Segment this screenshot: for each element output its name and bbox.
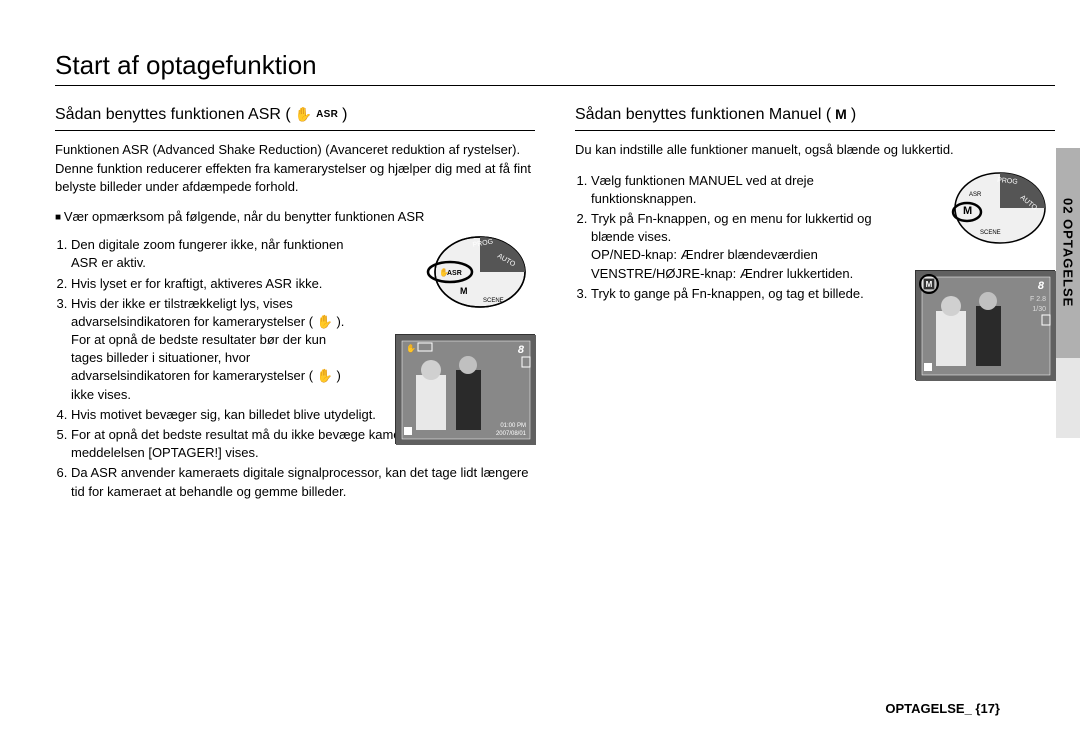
right-heading-text: Sådan benyttes funktionen Manuel ( — [575, 104, 831, 126]
list-item-text: Tryk på Fn-knappen, og en menu for lukke… — [591, 211, 872, 281]
svg-text:M: M — [963, 205, 972, 217]
svg-text:8: 8 — [518, 344, 525, 356]
asr-icon: ASR — [316, 108, 338, 122]
svg-text:M: M — [926, 280, 933, 289]
right-intro: Du kan indstille alle funktioner manuelt… — [575, 141, 1055, 159]
svg-text:8: 8 — [1038, 280, 1045, 292]
svg-text:2007/08/01: 2007/08/01 — [496, 431, 527, 437]
svg-text:SCENE: SCENE — [483, 298, 504, 304]
side-tab: 02 OPTAGELSE — [1056, 148, 1080, 358]
left-body: AUTO PROG ASR ✋ M SCENE — [55, 236, 535, 501]
list-item: Den digitale zoom fungerer ikke, når fun… — [71, 236, 355, 272]
columns: Sådan benyttes funktionen ASR ( ✋ ASR ) … — [55, 104, 1055, 503]
left-intro: Funktionen ASR (Advanced Shake Reduction… — [55, 141, 535, 196]
left-list: Den digitale zoom fungerer ikke, når fun… — [55, 236, 355, 404]
left-heading-text: Sådan benyttes funktionen ASR ( — [55, 104, 291, 126]
left-heading: Sådan benyttes funktionen ASR ( ✋ ASR ) — [55, 104, 535, 131]
left-dial: AUTO PROG ASR ✋ M SCENE — [425, 232, 535, 322]
svg-text:ASR: ASR — [447, 270, 462, 277]
left-lcd: ✋ 8 01:00 PM 2007/08/01 — [395, 334, 535, 444]
list-item: Hvis der ikke er tilstrækkeligt lys, vis… — [71, 295, 355, 404]
svg-text:F 2.8: F 2.8 — [1030, 296, 1046, 303]
m-icon: M — [835, 105, 847, 125]
right-heading: Sådan benyttes funktionen Manuel ( M ) — [575, 104, 1055, 131]
left-column: Sådan benyttes funktionen ASR ( ✋ ASR ) … — [55, 104, 535, 503]
right-column: Sådan benyttes funktionen Manuel ( M ) D… — [575, 104, 1055, 503]
right-body: AUTO PROG ASR M SCENE — [575, 172, 1055, 303]
page-title: Start af optagefunktion — [55, 50, 1055, 86]
side-tab-below — [1056, 358, 1080, 438]
left-note-text: Vær opmærksom på følgende, når du benytt… — [64, 209, 425, 224]
right-list: Vælg funktionen MANUEL ved at dreje funk… — [575, 172, 895, 303]
list-item: Da ASR anvender kameraets digitale signa… — [71, 464, 535, 500]
svg-text:01:00 PM: 01:00 PM — [500, 423, 526, 429]
list-item: Tryk to gange på Fn-knappen, og tag et b… — [591, 285, 895, 303]
list-item: Vælg funktionen MANUEL ved at dreje funk… — [591, 172, 895, 208]
svg-text:1/30: 1/30 — [1032, 306, 1046, 313]
left-heading-close: ) — [342, 104, 347, 126]
svg-text:✋: ✋ — [439, 267, 449, 277]
right-heading-close: ) — [851, 104, 856, 126]
page: Start af optagefunktion Sådan benyttes f… — [55, 50, 1055, 503]
list-item: Tryk på Fn-knappen, og en menu for lukke… — [591, 210, 895, 283]
hand-icon: ✋ — [295, 105, 312, 125]
left-note: Vær opmærksom på følgende, når du benytt… — [55, 208, 535, 226]
page-footer: OPTAGELSE_ {17} — [885, 701, 1000, 716]
svg-text:✋: ✋ — [406, 343, 416, 353]
right-lcd: M 8 F 2.8 1/30 — [915, 270, 1055, 380]
right-dial: AUTO PROG ASR M SCENE — [945, 168, 1055, 258]
list-item: Hvis lyset er for kraftigt, aktiveres AS… — [71, 275, 355, 293]
svg-text:SCENE: SCENE — [980, 230, 1001, 236]
svg-text:ASR: ASR — [969, 192, 982, 198]
svg-text:M: M — [460, 286, 468, 296]
